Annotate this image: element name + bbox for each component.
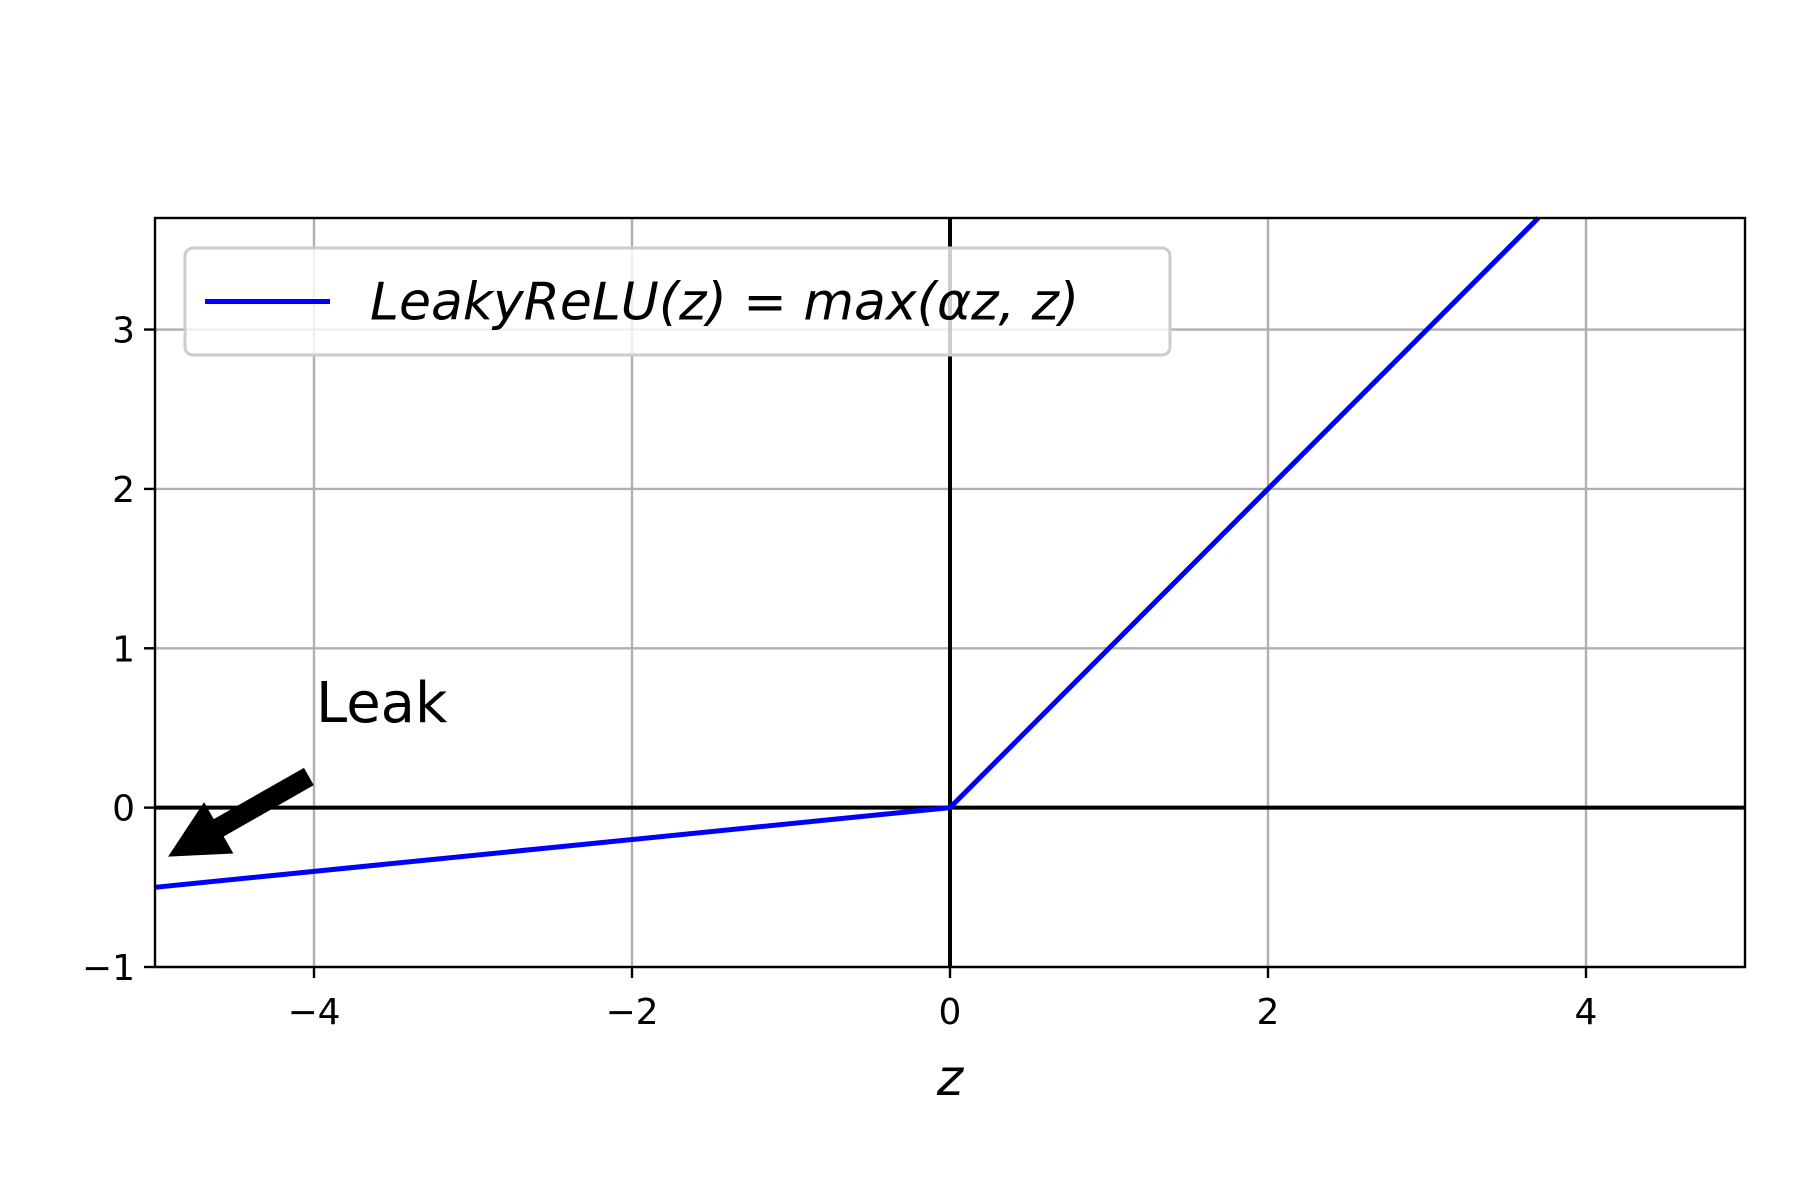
x-tick-label: −2 [605,992,658,1033]
y-tick-label: 3 [112,311,135,352]
x-tick-label: −4 [287,992,340,1033]
annotation-leak-label: Leak [316,671,448,736]
ticks-layer: −4 −2 0 2 4 −1 0 1 2 3 [82,311,1598,1033]
x-tick-label: 4 [1575,992,1598,1033]
annotation-layer: Leak [168,671,448,857]
y-tick-label: −1 [82,948,135,989]
legend: LeakyReLU(z) = max(αz, z) [183,246,1172,357]
x-tick-label: 2 [1257,992,1280,1033]
y-tick-label: 1 [112,629,135,670]
legend-box [183,246,1172,357]
x-tick-label: 0 [939,992,962,1033]
series-layer [154,216,1541,890]
series-line-0 [154,216,1541,890]
leak-arrow [168,767,314,857]
y-tick-label: 2 [112,470,135,511]
y-tick-label: 0 [112,789,135,830]
x-axis-label: z [936,1049,965,1107]
legend-label: LeakyReLU(z) = max(αz, z) [370,273,1079,333]
